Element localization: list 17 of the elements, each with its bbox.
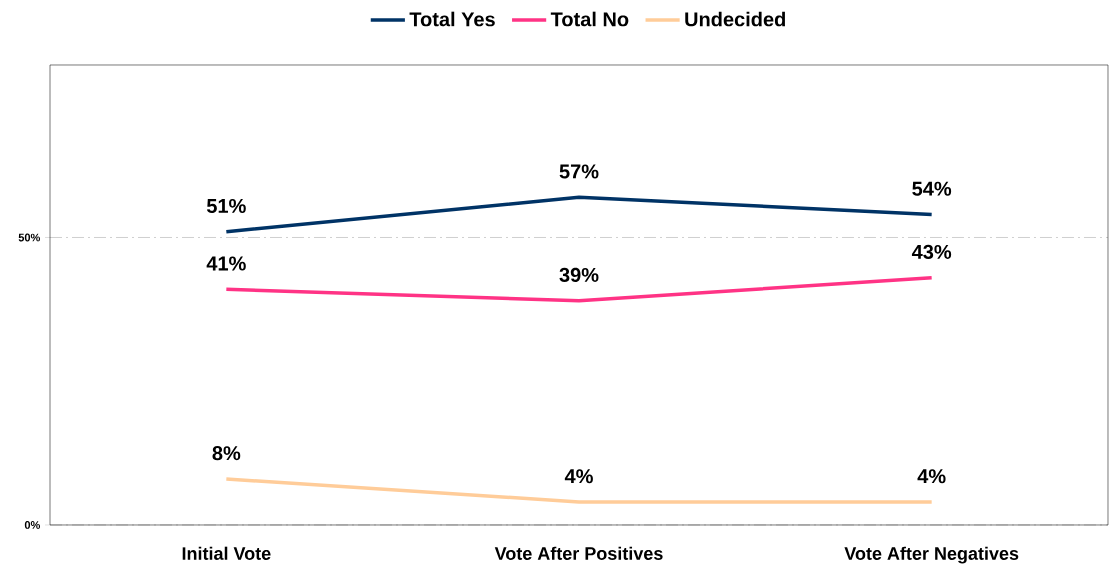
data-label: 4% [564, 469, 593, 484]
data-label: 57% [559, 164, 599, 179]
x-tick-label: Initial Vote [182, 546, 271, 560]
data-label: 51% [206, 198, 246, 214]
legend-label: Total No [550, 11, 629, 27]
data-label: 54% [912, 181, 952, 196]
y-tick-label: 50% [18, 233, 41, 242]
data-label: 43% [911, 244, 952, 260]
x-tick-label: Vote After Positives [494, 546, 663, 560]
data-label: 8% [212, 446, 241, 461]
data-label: 41% [206, 256, 246, 271]
data-label: 4% [917, 469, 946, 484]
data-label: 39% [559, 267, 599, 283]
x-tick-label: Vote After Negatives [844, 546, 1019, 564]
legend-label: Total Yes [409, 11, 495, 27]
legend-label: Undecided [685, 11, 785, 27]
y-tick-label: 0% [24, 521, 41, 529]
